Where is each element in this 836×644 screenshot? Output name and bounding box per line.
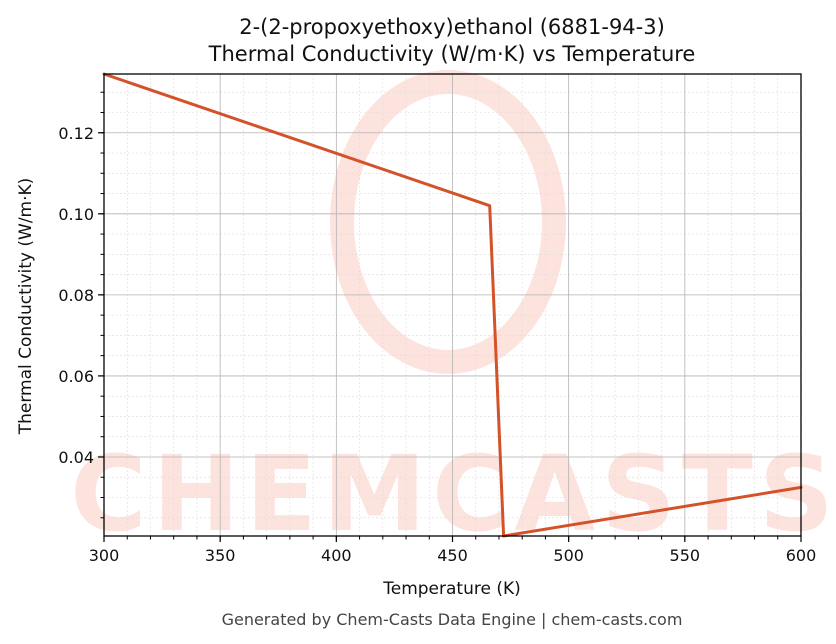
chart-title: 2-(2-propoxyethoxy)ethanol (6881-94-3) bbox=[239, 15, 665, 39]
y-tick-label: 0.06 bbox=[58, 367, 94, 386]
x-tick-label: 400 bbox=[321, 546, 352, 565]
x-axis-ticks: 300 350 400 450 500 550 600 bbox=[89, 536, 817, 565]
x-axis-label: Temperature (K) bbox=[382, 579, 521, 599]
watermark-logo-icon bbox=[330, 70, 566, 374]
x-tick-label: 600 bbox=[786, 546, 817, 565]
x-tick-label: 350 bbox=[205, 546, 236, 565]
y-tick-label: 0.12 bbox=[58, 124, 94, 143]
y-tick-label: 0.08 bbox=[58, 286, 94, 305]
y-axis-ticks: 0.04 0.06 0.08 0.10 0.12 bbox=[58, 91, 104, 519]
series-layer bbox=[102, 72, 803, 538]
chart-subtitle: Thermal Conductivity (W/m·K) vs Temperat… bbox=[208, 42, 696, 66]
watermark: CHEMCASTS bbox=[70, 70, 836, 555]
x-tick-label: 500 bbox=[553, 546, 584, 565]
x-tick-label: 450 bbox=[437, 546, 468, 565]
x-tick-label: 300 bbox=[89, 546, 120, 565]
series-line bbox=[102, 72, 803, 538]
x-tick-label: 550 bbox=[670, 546, 701, 565]
y-tick-label: 0.10 bbox=[58, 205, 94, 224]
y-tick-label: 0.04 bbox=[58, 448, 94, 467]
footer-credit: Generated by Chem-Casts Data Engine | ch… bbox=[222, 610, 683, 629]
y-axis-label: Thermal Conductivity (W/m·K) bbox=[16, 178, 36, 436]
watermark-text: CHEMCASTS bbox=[70, 433, 836, 555]
